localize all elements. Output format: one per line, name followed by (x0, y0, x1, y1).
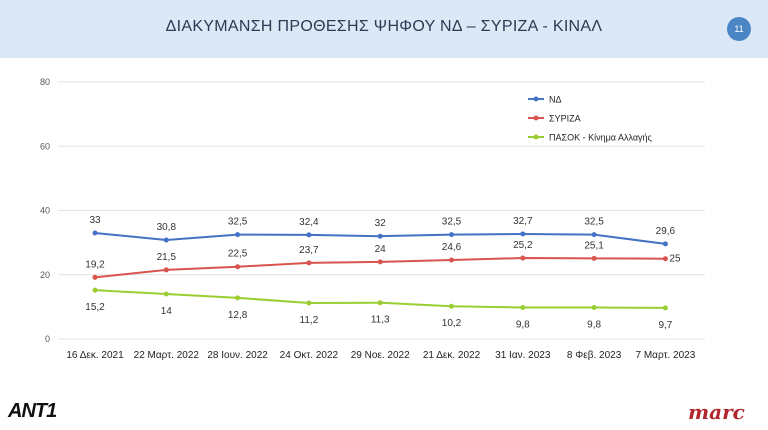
data-point (377, 233, 383, 239)
data-label: 25 (669, 254, 681, 265)
x-tick-label: 8 Φεβ. 2023 (567, 350, 622, 361)
data-point (520, 255, 526, 261)
data-label: 22,5 (228, 249, 248, 260)
data-point (449, 303, 454, 309)
chart-legend: ΝΔ ΣΥΡΙΖΑ ΠΑΣΟΚ - Κίνημα Αλλαγής (528, 95, 653, 143)
data-point (662, 241, 668, 247)
line-chart: 0 20 40 60 80 16 Δεκ. 2021 22 Μαρτ. 2022 28 Ιο… (40, 77, 705, 361)
data-point (306, 300, 312, 306)
data-label: 14 (161, 306, 173, 317)
data-point (662, 256, 668, 262)
data-point (306, 260, 312, 266)
data-label: 9,8 (587, 320, 601, 331)
data-point (662, 305, 668, 311)
data-label: 32 (375, 218, 387, 229)
y-tick-label: 40 (40, 206, 50, 216)
chart-series: 33 30,8 32,5 32,4 32 32,5 32,7 32,5 29,6 19,2 21,5… (85, 215, 681, 331)
data-point (306, 232, 312, 238)
data-label: 25,1 (584, 240, 604, 251)
legend-item-2: ΠΑΣΟΚ - Κίνημα Αλλαγής (528, 133, 653, 143)
data-point (377, 259, 383, 265)
data-point (92, 274, 98, 280)
data-label: 11,3 (371, 315, 390, 326)
data-label: 15,2 (85, 302, 105, 313)
legend-label: ΣΥΡΙΖΑ (549, 114, 581, 124)
y-axis: 0 20 40 60 80 (40, 77, 50, 344)
data-point (520, 231, 526, 237)
data-point (92, 287, 98, 293)
legend-label: ΝΔ (549, 95, 562, 105)
legend-item-1: ΣΥΡΙΖΑ (528, 114, 581, 124)
chart-grid (58, 81, 705, 340)
legend-marker (533, 134, 539, 140)
data-label: 32,5 (228, 217, 248, 228)
y-tick-label: 60 (40, 141, 50, 151)
y-tick-label: 20 (40, 270, 50, 280)
data-label: 32,5 (442, 217, 462, 228)
data-point (163, 291, 169, 297)
data-label: 19,2 (85, 259, 105, 270)
ant1-logo: ANT1 (8, 400, 57, 422)
data-point (235, 295, 241, 301)
series-0: 33 30,8 32,5 32,4 32 32,5 32,7 32,5 29,6 (89, 215, 676, 247)
data-point (591, 255, 597, 261)
legend-item-0: ΝΔ (528, 95, 562, 105)
x-tick-label: 7 Μαρτ. 2023 (636, 350, 696, 361)
data-label: 10,2 (442, 318, 462, 329)
x-tick-label: 29 Νοε. 2022 (351, 350, 410, 361)
x-tick-label: 16 Δεκ. 2021 (66, 350, 124, 361)
data-point (163, 267, 169, 273)
data-point (591, 232, 597, 238)
legend-label: ΠΑΣΟΚ - Κίνημα Αλλαγής (549, 133, 653, 143)
data-label: 24,6 (442, 242, 462, 253)
header-bar: ΔΙΑΚΥΜΑΝΣΗ ΠΡΟΘΕΣΗΣ ΨΗΦΟΥ ΝΔ – ΣΥΡΙΖΑ - … (0, 0, 768, 58)
y-tick-label: 0 (45, 334, 50, 344)
data-label: 29,6 (656, 226, 676, 237)
data-label: 32,4 (299, 217, 319, 228)
page-title: ΔΙΑΚΥΜΑΝΣΗ ΠΡΟΘΕΣΗΣ ΨΗΦΟΥ ΝΔ – ΣΥΡΙΖΑ - … (165, 18, 603, 35)
data-point (377, 300, 383, 306)
data-point (92, 230, 98, 236)
data-point (520, 305, 526, 311)
data-label: 33 (89, 215, 101, 226)
data-label: 25,2 (513, 240, 533, 251)
legend-marker (533, 96, 539, 102)
x-tick-label: 21 Δεκ. 2022 (423, 350, 481, 361)
y-tick-label: 80 (40, 77, 50, 87)
data-point (591, 305, 597, 311)
x-tick-label: 24 Οκτ. 2022 (280, 350, 339, 361)
data-label: 32,7 (513, 216, 533, 227)
data-point (235, 232, 241, 238)
x-tick-label: 28 Ιουν. 2022 (207, 350, 268, 361)
series-2: 15,2 14 12,8 11,2 11,3 10,2 9,8 9,8 9,7 (85, 287, 673, 331)
series-1: 19,2 21,5 22,5 23,7 24 24,6 25,2 25,1 25 (85, 240, 681, 280)
data-point (449, 257, 454, 263)
data-point (449, 232, 454, 238)
data-label: 23,7 (299, 245, 319, 256)
legend-marker (533, 115, 539, 121)
data-label: 24 (375, 244, 387, 255)
data-label: 32,5 (584, 217, 604, 228)
data-label: 21,5 (157, 252, 177, 263)
page-number-badge: 11 (727, 17, 751, 41)
data-label: 30,8 (157, 222, 177, 233)
x-tick-label: 22 Μαρτ. 2022 (134, 350, 200, 361)
data-label: 11,2 (300, 315, 319, 326)
data-label: 12,8 (228, 310, 248, 321)
data-label: 9,7 (658, 320, 672, 331)
data-label: 9,8 (516, 320, 530, 331)
marc-logo: marc (688, 400, 745, 424)
x-axis: 16 Δεκ. 2021 22 Μαρτ. 2022 28 Ιουν. 2022 24… (66, 350, 695, 361)
data-point (163, 237, 169, 243)
data-point (235, 264, 241, 270)
x-tick-label: 31 Ιαν. 2023 (495, 350, 551, 361)
